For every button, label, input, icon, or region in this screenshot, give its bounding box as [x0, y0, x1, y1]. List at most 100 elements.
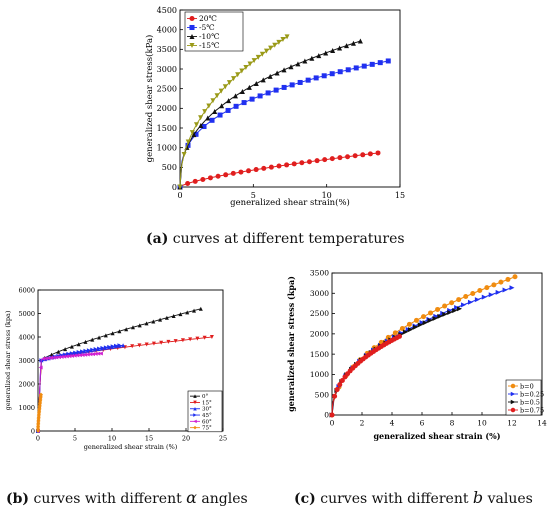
- data-point-a-1: [377, 60, 383, 66]
- x-tick-label-a: 5: [251, 191, 256, 200]
- data-point-a-2: [295, 61, 301, 67]
- data-point-a-0: [291, 161, 297, 167]
- legend-label-c-2: b=0.5: [520, 398, 540, 406]
- data-point-c-0: [413, 317, 419, 323]
- y-tick-label-b: 0: [31, 427, 35, 435]
- data-point-b-0: [178, 312, 183, 317]
- data-point-b-4: [41, 356, 46, 361]
- legend-marker-b-3: [193, 413, 197, 417]
- y-tick-label-a: 1000: [157, 143, 177, 152]
- data-point-b-3: [83, 348, 88, 353]
- data-point-a-0: [329, 156, 335, 162]
- data-point-a-1: [265, 90, 271, 96]
- data-point-a-0: [345, 154, 351, 160]
- series-line-b-0: [37, 308, 201, 432]
- data-point-c-3: [334, 387, 340, 393]
- series-line-a-3: [179, 36, 288, 188]
- data-point-a-0: [322, 157, 328, 163]
- data-point-a-0: [230, 170, 236, 176]
- legend-marker-a-2: [189, 33, 195, 40]
- y-tick-label-a: 4500: [157, 6, 177, 15]
- data-point-c-0: [512, 274, 518, 280]
- data-point-a-1: [297, 79, 303, 85]
- data-point-b-3: [117, 343, 122, 348]
- legend-label-c-0: b=0: [520, 382, 534, 390]
- data-point-a-3: [280, 37, 286, 43]
- data-point-b-0: [198, 306, 203, 311]
- data-point-b-1: [202, 335, 207, 340]
- data-point-b-4: [91, 352, 96, 357]
- data-point-b-4: [59, 354, 64, 359]
- data-point-a-3: [189, 130, 195, 136]
- data-point-a-0: [185, 181, 191, 187]
- data-point-a-0: [367, 151, 373, 157]
- chart-c: 0 2 4 6 8 10 12 14 0 500 1000 1500 2000 2500 3000 3500 g…: [286, 269, 547, 441]
- y-tick-label-a: 2500: [157, 84, 177, 93]
- y-tick-label-c: 3000: [310, 289, 329, 298]
- y-tick-label-b: 4000: [18, 333, 35, 341]
- legend-label-b-3: 45°: [202, 413, 212, 419]
- data-point-a-3: [263, 48, 269, 54]
- x-axis-label-c: generalized shear strain (%): [373, 431, 500, 441]
- data-point-a-2: [281, 67, 287, 73]
- data-point-b-4: [43, 356, 48, 361]
- data-point-c-1: [502, 287, 508, 293]
- data-point-b-4: [88, 352, 93, 357]
- data-point-b-3: [97, 346, 102, 351]
- data-point-b-0: [63, 347, 68, 352]
- data-point-a-0: [284, 162, 290, 168]
- data-point-c-1: [461, 302, 467, 308]
- data-point-a-2: [233, 93, 239, 99]
- legend-label-b-0: 0°: [202, 394, 208, 400]
- data-point-b-0: [83, 339, 88, 344]
- series-line-b-1: [37, 336, 212, 432]
- data-point-a-0: [276, 163, 282, 169]
- data-point-a-2: [191, 132, 197, 138]
- data-point-b-4: [80, 352, 85, 357]
- data-point-a-3: [272, 42, 278, 48]
- data-point-a-0: [268, 164, 274, 170]
- data-point-b-4: [54, 355, 59, 360]
- data-point-b-1: [144, 342, 149, 347]
- legend-c: b=0b=0.25b=0.5b=0.75: [505, 379, 544, 416]
- legend-marker-c-1: [510, 391, 516, 397]
- data-point-c-2: [442, 311, 448, 317]
- data-point-c-3: [332, 393, 338, 399]
- legend-label-a-2: -10℃: [199, 32, 219, 41]
- data-point-b-0: [117, 329, 122, 334]
- data-point-b-3: [80, 349, 85, 354]
- data-point-a-2: [246, 84, 252, 90]
- data-point-c-3: [337, 382, 343, 388]
- chart-b: 0 5 10 15 20 25 0 1000 2000 3000 4000 5000 6000 gener…: [4, 286, 227, 451]
- legend-marker-c-3: [510, 407, 516, 413]
- data-point-c-2: [422, 320, 428, 326]
- data-point-a-2: [350, 40, 356, 46]
- data-point-b-3: [100, 345, 105, 350]
- x-tick-label-c: 10: [477, 419, 487, 428]
- legend-marker-c-2: [510, 399, 516, 405]
- data-point-a-2: [260, 77, 266, 83]
- data-point-b-3: [66, 351, 71, 356]
- legend-b: 0°15°30°45°60°75°: [187, 390, 223, 433]
- data-point-a-0: [261, 165, 267, 171]
- data-point-a-3: [177, 184, 183, 190]
- data-point-c-1: [419, 319, 425, 325]
- data-point-a-0: [253, 167, 259, 173]
- data-point-c-0: [392, 330, 398, 336]
- data-point-b-0: [158, 317, 163, 322]
- data-point-a-1: [201, 124, 207, 130]
- y-tick-label-c: 1500: [310, 350, 329, 359]
- caption-a: (a) curves at different temperatures: [146, 231, 405, 247]
- legend-marker-b-1: [193, 400, 197, 405]
- y-tick-label-c: 500: [315, 390, 330, 399]
- data-point-c-2: [407, 327, 413, 333]
- data-point-c-0: [406, 321, 412, 327]
- legend-label-a-1: -5℃: [199, 23, 215, 32]
- data-point-c-1: [509, 285, 515, 291]
- series-b-2: [36, 343, 126, 433]
- legend-label-a-3: -15℃: [199, 41, 219, 50]
- data-point-b-4: [75, 353, 80, 358]
- data-point-c-2: [403, 329, 409, 335]
- data-point-b-4: [96, 351, 101, 356]
